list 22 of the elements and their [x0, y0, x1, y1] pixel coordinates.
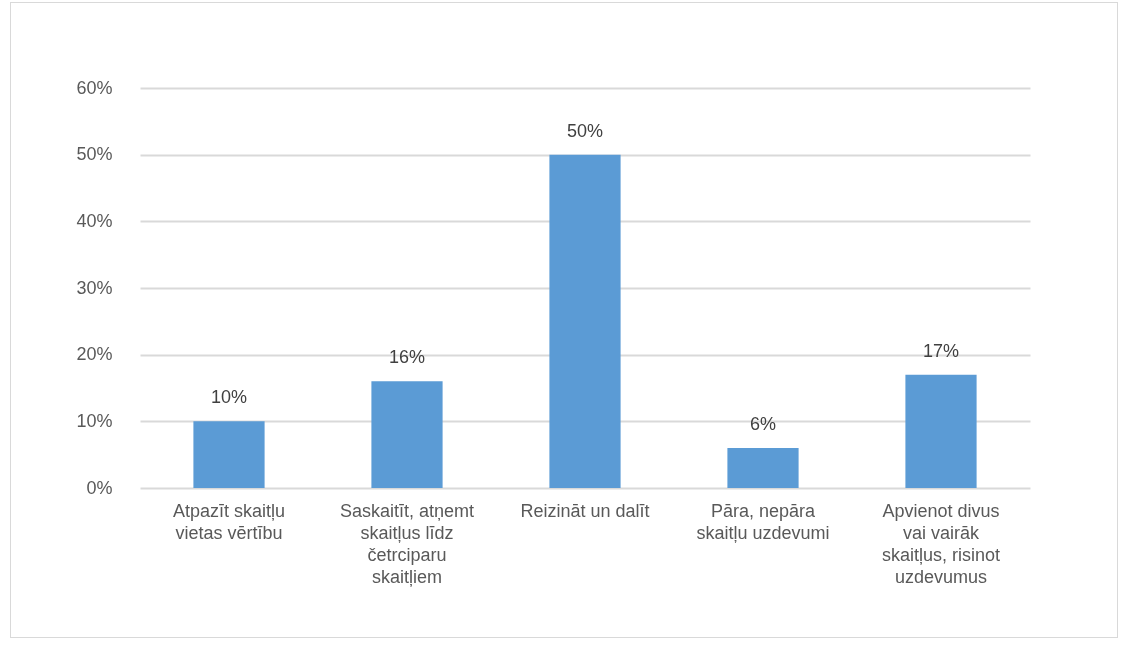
data-label: 16%: [388, 347, 426, 368]
bar: [193, 421, 265, 488]
y-tick-label: 60%: [76, 77, 113, 98]
y-tick-label: 0%: [86, 477, 113, 498]
bar: [727, 448, 799, 488]
data-label: 50%: [566, 120, 604, 141]
y-tick-label: 40%: [76, 210, 113, 231]
bar: [371, 381, 443, 488]
bar: [905, 374, 977, 488]
x-tick-label: Pāra, nepāra skaitļu uzdevumi: [696, 500, 830, 543]
y-tick-label: 50%: [76, 144, 113, 165]
x-tick-label: Reizināt un dalīt: [520, 500, 650, 521]
y-tick-label: 20%: [76, 344, 113, 365]
bar: [549, 154, 621, 488]
x-tick-label: Atpazīt skaitļu vietas vērtību: [172, 500, 286, 543]
data-label: 6%: [749, 414, 777, 434]
y-tick-label: 10%: [76, 410, 113, 431]
data-label: 17%: [922, 340, 960, 361]
x-tick-label: Apvienot divus vai vairāk skaitļus, risinot uzdevumus: [881, 500, 1001, 587]
data-label: 10%: [210, 387, 248, 408]
x-tick-label: Saskaitīt, atņemt skaitļus līdz četrciparu skaitļiem: [339, 500, 475, 587]
y-tick-label: 30%: [76, 277, 113, 298]
